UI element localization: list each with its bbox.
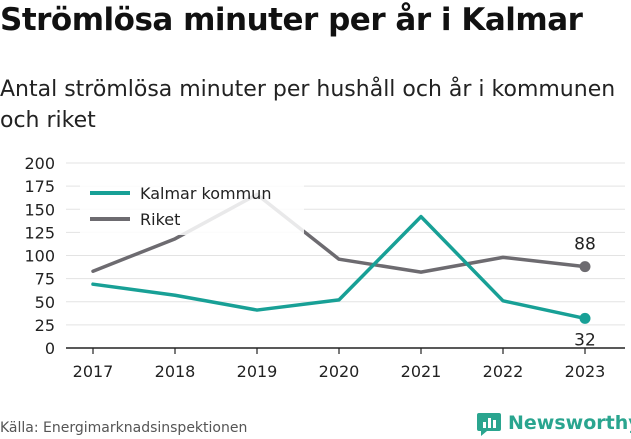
legend-label: Riket [140, 210, 180, 229]
end-labels: 32 88 [574, 235, 596, 351]
gridlines [66, 162, 625, 349]
bar-chart-logo-icon [477, 413, 501, 436]
y-axis-tick-labels: 0 25 50 75 100 125 150 175 200 [24, 154, 55, 358]
x-tick-label: 2019 [237, 362, 278, 381]
y-tick-label: 175 [24, 177, 55, 196]
end-value-label: 88 [574, 235, 596, 255]
y-tick-label: 75 [35, 270, 55, 289]
end-point [579, 261, 591, 273]
brand-logo: Newsworthy [476, 408, 631, 438]
x-tick-label: 2022 [483, 362, 524, 381]
end-point [579, 312, 591, 324]
y-tick-label: 150 [24, 200, 55, 219]
legend-label: Kalmar kommun [140, 184, 271, 203]
end-value-label: 32 [574, 330, 596, 350]
y-tick-label: 25 [35, 316, 55, 335]
y-tick-label: 100 [24, 247, 55, 266]
x-axis-tick-labels: 2017 2018 2019 2020 2021 2022 2023 [73, 348, 606, 381]
series-lines [91, 192, 591, 324]
legend-background [80, 177, 304, 235]
chart-title: Strömlösa minuter per år i Kalmar [0, 2, 583, 38]
brand-name: Newsworthy [508, 412, 631, 434]
y-tick-label: 0 [45, 339, 55, 358]
x-tick-label: 2023 [565, 362, 606, 381]
legend: Kalmar kommun Riket [80, 177, 304, 235]
chart-subtitle: Antal strömlösa minuter per hushåll och … [0, 77, 616, 133]
x-tick-label: 2020 [319, 362, 360, 381]
x-tick-label: 2018 [155, 362, 196, 381]
source-note: Källa: Energimarknadsinspektionen [0, 420, 248, 436]
y-tick-label: 200 [24, 154, 55, 173]
y-tick-label: 125 [24, 223, 55, 242]
x-tick-label: 2017 [73, 362, 114, 381]
x-tick-label: 2021 [401, 362, 442, 381]
y-tick-label: 50 [35, 293, 55, 312]
